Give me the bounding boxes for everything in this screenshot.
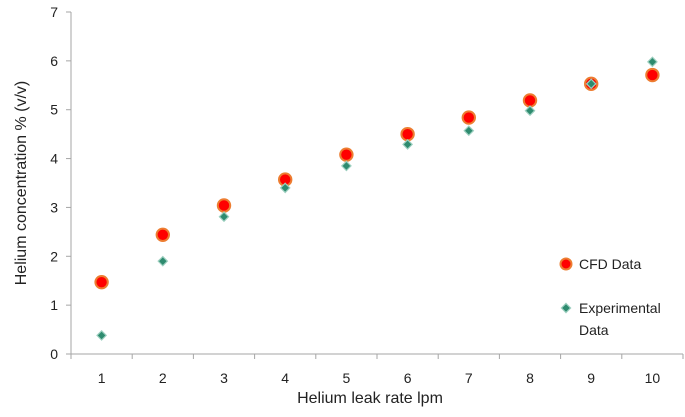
experimental-data-series [96,56,658,341]
x-tick-label: 6 [404,370,412,386]
y-tick-label: 5 [50,102,58,118]
experimental-data-point [96,329,108,341]
cfd-data-point [155,227,171,242]
x-tick-label: 4 [281,370,289,386]
x-tick-label: 8 [526,370,534,386]
x-tick-label: 10 [645,370,661,386]
x-tick-label: 1 [98,370,106,386]
axes [66,11,684,359]
legend-marker-cfd [559,257,573,271]
cfd-data-point [216,198,232,213]
cfd-data-point [339,147,354,162]
experimental-data-point [157,255,169,267]
cfd-data-point [400,126,415,142]
experimental-data-point [402,138,414,150]
x-tick-label: 3 [220,370,228,386]
y-tick-label: 7 [50,4,58,20]
experimental-data-point [646,56,658,68]
cfd-data-point [461,110,476,125]
x-tick-label: 5 [343,370,351,386]
legend-label: Experimental [579,300,661,316]
tick-labels: 0 1 2 3 4 5 6 7 1 2 3 4 5 6 7 8 9 10 [50,4,660,386]
legend: CFD Data Experimental Data [559,256,661,338]
experimental-data-point [279,182,291,194]
experimental-data-point [524,105,536,117]
cfd-data-point [645,67,660,83]
legend-label: CFD Data [579,256,641,272]
cfd-data-point [94,274,109,290]
y-tick-label: 0 [50,346,58,362]
data-points [94,56,660,341]
x-tick-label: 7 [465,370,473,386]
experimental-data-point [340,160,352,172]
cfd-data-series [94,67,660,290]
experimental-data-point [463,125,475,137]
legend-marker-experimental [560,302,572,314]
experimental-data-point [585,78,597,90]
cfd-data-point [522,93,538,108]
y-tick-label: 1 [50,297,58,313]
x-tick-label: 9 [587,370,595,386]
y-tick-label: 6 [50,53,58,69]
x-tick-label: 2 [159,370,167,386]
y-tick-label: 4 [50,151,58,167]
y-tick-label: 2 [50,248,58,264]
y-tick-label: 3 [50,199,58,215]
experimental-data-point [218,211,230,223]
x-axis-title: Helium leak rate lpm [297,390,443,407]
y-axis-title: Helium concentration % (v/v) [13,81,30,286]
legend-label: Data [579,322,609,338]
